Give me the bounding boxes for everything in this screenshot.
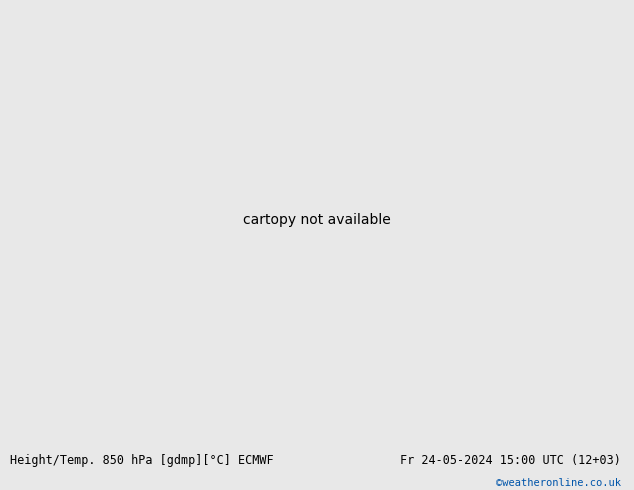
Text: ©weatheronline.co.uk: ©weatheronline.co.uk (496, 477, 621, 488)
Text: Fr 24-05-2024 15:00 UTC (12+03): Fr 24-05-2024 15:00 UTC (12+03) (401, 454, 621, 467)
Text: cartopy not available: cartopy not available (243, 213, 391, 227)
Text: Height/Temp. 850 hPa [gdmp][°C] ECMWF: Height/Temp. 850 hPa [gdmp][°C] ECMWF (10, 454, 273, 467)
